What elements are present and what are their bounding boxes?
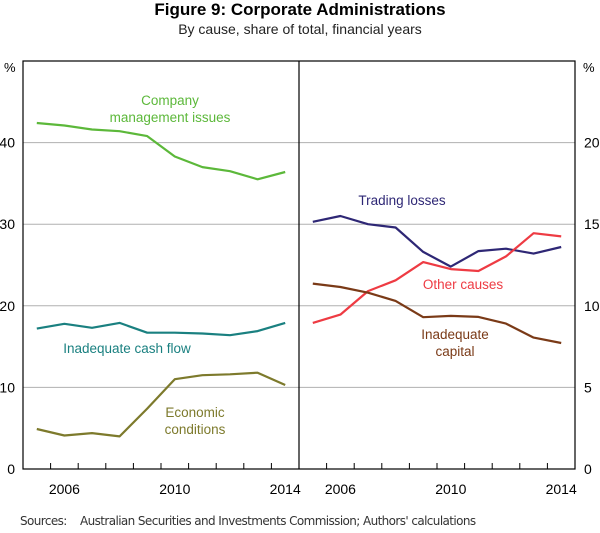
series-label-inadequate-capital: Inadequate bbox=[421, 327, 489, 342]
sources-note: Sources: Australian Securities and Invest… bbox=[20, 514, 476, 528]
y-tick-label-left: 0 bbox=[7, 461, 15, 477]
series-line-economic-conditions bbox=[36, 371, 286, 438]
y-unit-label-left: % bbox=[4, 60, 16, 75]
x-tick-label-right: 2006 bbox=[325, 481, 356, 497]
x-tick-label-right: 2014 bbox=[546, 481, 577, 497]
series-line-company-management-issues bbox=[36, 121, 286, 181]
series-label-company-management-issues: management issues bbox=[110, 110, 231, 125]
x-tick-label-left: 2006 bbox=[49, 481, 80, 497]
series-line-inadequate-capital bbox=[312, 282, 562, 345]
y-tick-label-right: 5 bbox=[584, 379, 592, 395]
y-tick-label-right: 0 bbox=[584, 461, 592, 477]
series-line-other-causes bbox=[312, 232, 562, 324]
y-tick-label-left: 40 bbox=[0, 135, 15, 151]
x-tick-label-left: 2014 bbox=[270, 481, 301, 497]
series-label-inadequate-capital: capital bbox=[435, 344, 474, 359]
chart-subtitle: By cause, share of total, financial year… bbox=[178, 21, 422, 37]
x-tick-label-right: 2010 bbox=[435, 481, 466, 497]
series-label-trading-losses: Trading losses bbox=[358, 193, 446, 208]
series-label-company-management-issues: Company bbox=[141, 93, 199, 108]
series-label-inadequate-cash-flow: Inadequate cash flow bbox=[63, 341, 191, 356]
y-tick-label-left: 20 bbox=[0, 298, 15, 314]
y-tick-label-left: 10 bbox=[0, 379, 15, 395]
series-line-inadequate-cash-flow bbox=[36, 321, 286, 337]
series-line-trading-losses bbox=[312, 214, 562, 268]
sources-label: Sources: bbox=[20, 514, 67, 528]
chart-title: Figure 9: Corporate Administrations bbox=[154, 0, 446, 19]
series-label-other-causes: Other causes bbox=[423, 277, 504, 292]
y-unit-label-right: % bbox=[583, 60, 595, 75]
series-label-economic-conditions: Economic bbox=[165, 405, 225, 420]
x-tick-label-left: 2010 bbox=[159, 481, 190, 497]
sources-text: Australian Securities and Investments Co… bbox=[80, 514, 476, 528]
y-tick-label-left: 30 bbox=[0, 216, 15, 232]
series-label-economic-conditions: conditions bbox=[165, 422, 226, 437]
y-tick-label-right: 15 bbox=[584, 216, 600, 232]
y-tick-label-right: 10 bbox=[584, 298, 600, 314]
y-tick-label-right: 20 bbox=[584, 135, 600, 151]
